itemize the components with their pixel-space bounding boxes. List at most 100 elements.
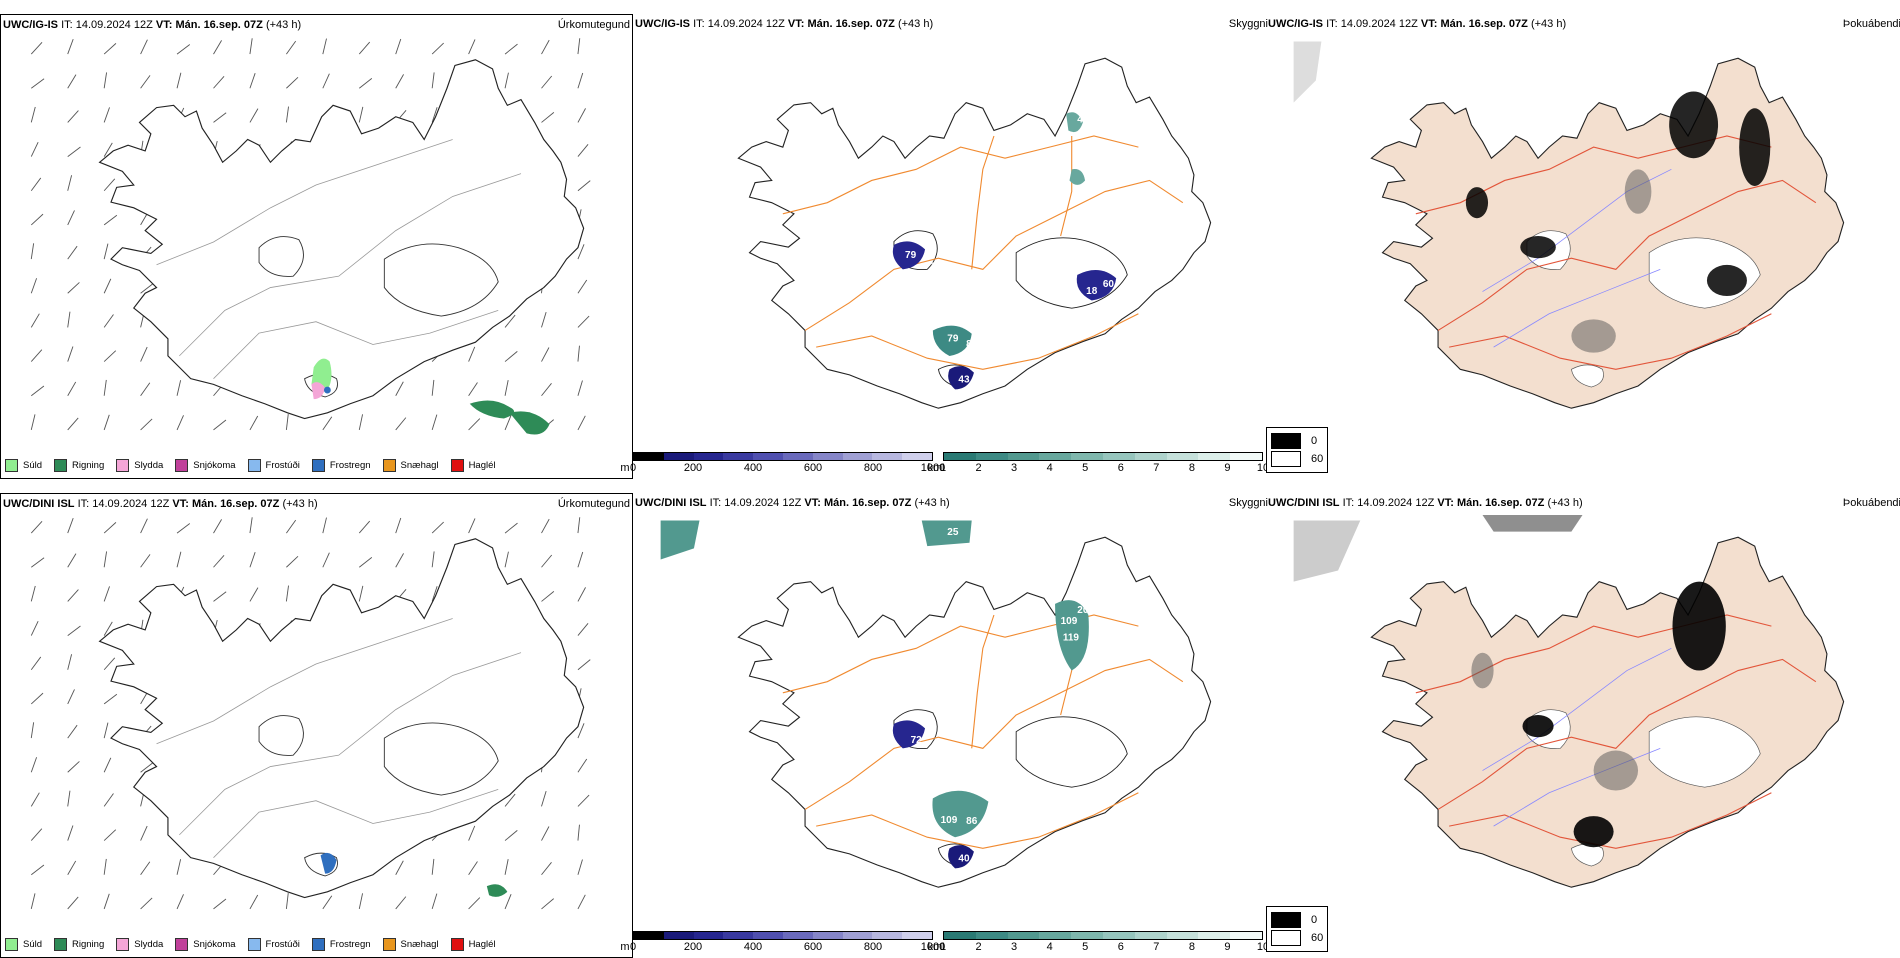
vis-map: 72 86 109 40 109 119 25 159 12 20	[660, 520, 1212, 888]
legend-label: Snæhagl	[400, 939, 439, 950]
legend-item: Rigning	[54, 459, 104, 472]
wind-barb	[504, 72, 509, 89]
wind-barb	[468, 346, 476, 362]
legend-label: Snæhagl	[400, 460, 439, 471]
precip-map	[30, 38, 591, 435]
fog-map	[1293, 515, 1845, 888]
wind-barb	[176, 894, 184, 910]
wind-barb	[67, 110, 79, 123]
wind-barb	[103, 657, 116, 671]
colorbar-tick: 400	[743, 462, 763, 474]
wind-barb	[395, 860, 404, 875]
wind-barb	[358, 414, 364, 431]
wind-barb	[213, 555, 225, 568]
legend-swatch	[5, 459, 18, 472]
fog-swatch	[1271, 912, 1301, 928]
wind-barb	[67, 589, 79, 602]
wind-barb	[30, 141, 39, 157]
wind-barb	[504, 314, 516, 328]
wind-barb	[285, 585, 289, 602]
wind-barb	[249, 108, 259, 123]
wind-barb	[30, 620, 39, 636]
wind-barb	[213, 40, 222, 55]
wind-barb	[431, 72, 435, 89]
wind-barb	[286, 76, 299, 89]
wind-barb	[431, 42, 444, 55]
wind-barb	[322, 416, 333, 431]
wind-barb	[30, 692, 44, 705]
precip-map	[30, 517, 591, 910]
wind-barb	[30, 893, 36, 910]
wind-barb	[103, 214, 118, 226]
wind-barb	[577, 758, 588, 773]
wind-barb	[395, 896, 407, 910]
fog-swatch	[1271, 930, 1301, 946]
wind-barb	[30, 521, 43, 534]
wind-barb	[176, 72, 182, 89]
wind-barb	[541, 347, 550, 362]
legend-label: Frostregn	[329, 939, 371, 950]
colorbar-km: km 1 2 3 4 5 6 7 8 9 10	[928, 452, 1269, 475]
wind-barb	[577, 108, 586, 123]
wind-barb	[103, 107, 110, 123]
wind-barb	[67, 146, 81, 157]
wind-barb	[30, 757, 38, 773]
wind-barb	[358, 557, 373, 568]
wind-barb	[431, 379, 435, 396]
wind-barb	[140, 418, 153, 431]
wind-barb	[103, 757, 112, 773]
wind-barb	[213, 112, 227, 123]
wind-barb	[504, 893, 512, 910]
fog-map	[1293, 41, 1845, 409]
wind-barb	[213, 419, 227, 431]
wind-barb	[249, 73, 256, 89]
wind-barb	[103, 586, 110, 602]
wind-barb	[577, 180, 591, 192]
wind-barb	[140, 861, 151, 876]
fog-legend: 0 60	[1266, 427, 1329, 473]
colorbar-tick: 5	[1082, 941, 1089, 953]
fog-legend-row: 60	[1271, 930, 1323, 946]
wind-barb	[395, 381, 404, 396]
visibility-label: 79	[947, 334, 959, 345]
wind-barb	[358, 78, 373, 89]
wind-barb	[358, 106, 364, 123]
legend-label: Frostregn	[329, 460, 371, 471]
colorbar-tick: 800	[863, 462, 883, 474]
wind-barb	[67, 346, 74, 362]
wind-barb	[431, 551, 435, 568]
legend-item: Slydda	[116, 459, 163, 472]
fog-legend-label: 60	[1311, 453, 1324, 465]
wind-barb	[67, 625, 81, 636]
wind-barb	[322, 38, 327, 55]
wind-barb	[30, 349, 43, 362]
colorbar-tick: 4	[1046, 941, 1053, 953]
wind-barb	[541, 591, 555, 602]
wind-barb	[504, 859, 509, 875]
visibility-label: 109	[1061, 616, 1078, 627]
wind-barb	[30, 792, 40, 807]
wind-barb	[577, 143, 589, 157]
visibility-label: 2	[930, 261, 936, 272]
fog-swatch	[1271, 433, 1301, 449]
visibility-label: 18	[1086, 286, 1098, 297]
wind-barb	[213, 591, 227, 602]
panel-header: UWC/IG-IS IT: 14.09.2024 12Z VT: Mán. 16…	[1268, 18, 1567, 30]
wind-barb	[140, 346, 148, 362]
colorbar-tick: 3	[1011, 941, 1018, 953]
legend-label: Slydda	[134, 460, 164, 471]
visibility-label: 45	[1077, 115, 1089, 126]
wind-barb	[30, 177, 42, 192]
legend-label: Rigning	[72, 939, 105, 950]
colorbar-tick: 9	[1224, 941, 1231, 953]
colorbar-tick: 3	[1011, 462, 1018, 474]
wind-barb	[67, 175, 73, 191]
visibility-label: 119	[1063, 633, 1080, 644]
wind-barb	[541, 383, 552, 397]
wind-barb	[285, 414, 289, 430]
panel-title: Úrkomutegund	[557, 19, 630, 31]
wind-barb	[468, 418, 481, 431]
wind-barb	[103, 414, 110, 431]
colorbar-tick: 0	[629, 941, 637, 953]
wind-barb	[67, 417, 79, 431]
